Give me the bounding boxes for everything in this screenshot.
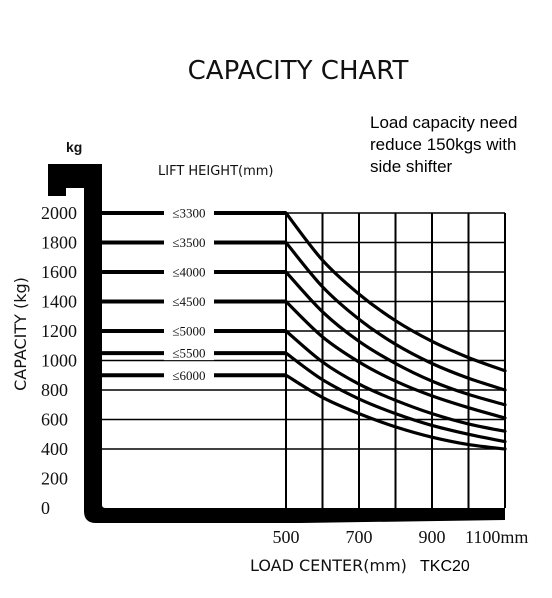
x-axis-label: LOAD CENTER(mm) — [250, 556, 407, 575]
capacity-curve-2 — [284, 270, 507, 407]
y-tick-1600: 1600 — [41, 262, 77, 282]
y-tick-400: 400 — [41, 439, 68, 459]
lift-height-label-5: ≤5500 — [172, 346, 205, 361]
capacity-curve-5 — [284, 351, 507, 444]
lift-height-label-4: ≤5000 — [172, 324, 205, 339]
lift-height-label-0: ≤3300 — [172, 206, 205, 221]
y-tick-1000: 1000 — [41, 351, 77, 371]
x-tick-1100: 1100mm — [465, 527, 528, 547]
y-axis-label: CAPACITY (kg) — [11, 277, 30, 391]
lift-height-labels: ≤3300 ≤3500 ≤4000 ≤4500 ≤5000 ≤5500 ≤6000 — [164, 206, 214, 383]
x-tick-700: 700 — [346, 527, 373, 547]
lift-height-label-3: ≤4500 — [172, 294, 205, 309]
grid-lines — [102, 212, 506, 508]
fork-shape — [48, 164, 505, 523]
capacity-curve-6 — [284, 373, 507, 451]
y-tick-1800: 1800 — [41, 233, 77, 253]
model-label: TKC20 — [420, 558, 470, 575]
capacity-curve-1 — [284, 240, 507, 392]
lift-height-label-2: ≤4000 — [172, 265, 205, 280]
y-tick-600: 600 — [41, 410, 68, 430]
capacity-curve-0 — [284, 211, 507, 373]
y-tick-200: 200 — [41, 469, 68, 489]
capacity-curve-3 — [284, 299, 507, 420]
y-unit-label: kg — [66, 139, 82, 155]
lift-height-label-bg-0 — [164, 206, 214, 220]
lift-height-label-bg-2 — [164, 265, 214, 279]
capacity-curve-4 — [284, 329, 507, 433]
lift-height-label-bg-5 — [164, 346, 214, 361]
y-tick-800: 800 — [41, 380, 68, 400]
note-line-2: reduce 150kgs with — [370, 135, 516, 154]
x-tick-900: 900 — [419, 527, 446, 547]
chart-title: CAPACITY CHART — [188, 56, 409, 86]
x-tick-500: 500 — [273, 527, 300, 547]
y-tick-1200: 1200 — [41, 321, 77, 341]
y-tick-1400: 1400 — [41, 292, 77, 312]
lift-height-label-bg-4 — [164, 324, 214, 338]
note-line-3: side shifter — [370, 157, 453, 176]
y-tick-labels: 0 200 400 600 800 1000 1200 1400 1600 1800 2000 — [41, 203, 77, 518]
lift-height-label-1: ≤3500 — [172, 235, 205, 250]
y-tick-0: 0 — [41, 498, 50, 518]
lift-height-title: LIFT HEIGHT(mm) — [158, 164, 273, 179]
lift-height-label-6: ≤6000 — [172, 368, 205, 383]
x-tick-labels: 500 700 900 1100mm — [273, 527, 529, 547]
y-tick-2000: 2000 — [41, 203, 77, 223]
lift-height-label-bg-1 — [164, 235, 214, 250]
lift-height-label-bg-3 — [164, 294, 214, 309]
lift-height-label-bg-6 — [164, 368, 214, 383]
capacity-curves — [284, 211, 507, 451]
note-line-1: Load capacity need — [370, 113, 517, 132]
